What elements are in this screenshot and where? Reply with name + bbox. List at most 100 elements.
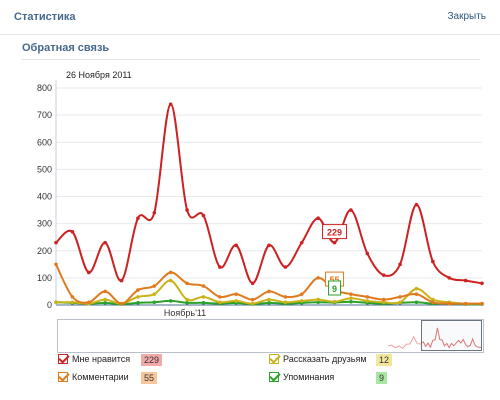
legend: Мне нравится 229 Комментарии 55 Рассказа… bbox=[0, 352, 500, 400]
data-point bbox=[152, 300, 157, 305]
data-point bbox=[283, 265, 288, 269]
data-point bbox=[168, 299, 173, 303]
data-point bbox=[283, 295, 288, 299]
data-point bbox=[152, 292, 157, 296]
data-point bbox=[349, 299, 353, 304]
data-point bbox=[234, 292, 239, 296]
legend-item-comments[interactable]: Комментарии bbox=[58, 372, 129, 382]
page-title: Статистика bbox=[14, 11, 76, 23]
data-point bbox=[283, 300, 288, 305]
data-point bbox=[431, 300, 435, 305]
data-point bbox=[431, 259, 435, 264]
data-point bbox=[316, 300, 320, 305]
data-point bbox=[381, 297, 386, 302]
data-point bbox=[201, 213, 206, 218]
data-point bbox=[70, 295, 75, 299]
navigator-window-handle[interactable] bbox=[421, 320, 482, 351]
data-point bbox=[447, 276, 452, 280]
data-point bbox=[218, 300, 222, 305]
section-title: Обратная связь bbox=[22, 42, 110, 54]
range-navigator[interactable] bbox=[57, 319, 484, 353]
data-point bbox=[136, 216, 140, 220]
data-point bbox=[365, 299, 370, 303]
legend-label-likes: Мне нравится bbox=[72, 354, 131, 364]
data-point bbox=[299, 240, 304, 245]
data-point bbox=[152, 284, 157, 288]
checkbox-comments[interactable] bbox=[58, 372, 68, 382]
data-point bbox=[136, 295, 140, 299]
data-point bbox=[398, 300, 402, 305]
legend-value-likes: 229 bbox=[141, 354, 163, 366]
navigator-line bbox=[420, 327, 483, 349]
data-point bbox=[250, 301, 255, 306]
y-tick-label: 300 bbox=[37, 219, 52, 229]
data-point bbox=[267, 243, 271, 248]
close-link[interactable]: Закрыть bbox=[447, 11, 486, 22]
data-point bbox=[267, 289, 271, 294]
y-tick-label: 0 bbox=[47, 300, 52, 310]
data-point bbox=[103, 289, 107, 294]
navigator-line-faded bbox=[387, 335, 422, 350]
callout-label: 229 bbox=[327, 228, 342, 238]
data-point bbox=[201, 284, 206, 288]
data-point bbox=[267, 297, 271, 302]
feedback-chart[interactable]: 0 100 200 300 400 500 600 700 800 229 559 Ноябрь'11 bbox=[0, 78, 500, 320]
callout-box bbox=[322, 224, 348, 240]
data-point bbox=[119, 278, 124, 283]
data-point bbox=[414, 300, 419, 305]
data-point bbox=[54, 300, 58, 305]
data-point bbox=[414, 292, 419, 296]
header-bar: Статистика Закрыть bbox=[0, 0, 500, 35]
data-point bbox=[381, 273, 386, 277]
checkbox-share[interactable] bbox=[269, 354, 279, 364]
legend-item-share[interactable]: Рассказать друзьям bbox=[269, 354, 367, 364]
data-point bbox=[349, 296, 353, 301]
data-point bbox=[119, 301, 124, 306]
data-point bbox=[463, 301, 468, 306]
data-point bbox=[250, 297, 255, 302]
data-point bbox=[136, 301, 140, 305]
data-point bbox=[218, 265, 222, 269]
data-point bbox=[447, 301, 452, 306]
data-point bbox=[267, 301, 271, 305]
data-point bbox=[398, 262, 402, 267]
data-point bbox=[398, 295, 402, 299]
data-point bbox=[299, 299, 304, 303]
data-point bbox=[168, 102, 173, 107]
section-divider bbox=[22, 59, 480, 60]
data-point bbox=[168, 270, 173, 275]
checkbox-mentions[interactable] bbox=[269, 372, 279, 382]
data-point bbox=[86, 300, 91, 305]
data-point bbox=[185, 301, 189, 305]
y-tick-label: 500 bbox=[37, 164, 52, 174]
callout-box bbox=[328, 280, 342, 296]
legend-label-mentions: Упоминания bbox=[283, 372, 335, 382]
y-tick-label: 100 bbox=[37, 273, 52, 283]
data-point bbox=[201, 301, 206, 305]
x-tick-label: Ноябрь'11 bbox=[164, 308, 206, 318]
checkbox-likes[interactable] bbox=[58, 354, 68, 364]
data-point bbox=[316, 276, 320, 280]
data-point bbox=[480, 281, 484, 286]
series-line-0 bbox=[55, 103, 483, 285]
data-point bbox=[70, 300, 75, 305]
data-point bbox=[250, 281, 255, 286]
y-tick-label: 400 bbox=[37, 192, 52, 202]
data-point bbox=[332, 240, 337, 245]
data-point bbox=[168, 278, 173, 283]
navigator-preview bbox=[387, 327, 483, 350]
data-point bbox=[185, 297, 189, 302]
data-point bbox=[349, 208, 353, 212]
y-tick-label: 800 bbox=[37, 83, 52, 93]
legend-item-likes[interactable]: Мне нравится bbox=[58, 354, 130, 364]
y-tick-label: 600 bbox=[37, 137, 52, 147]
data-point bbox=[86, 270, 91, 275]
date-label: 26 Ноября 2011 bbox=[66, 70, 132, 80]
data-point bbox=[103, 297, 107, 302]
data-point bbox=[349, 292, 353, 296]
data-point bbox=[218, 295, 222, 299]
legend-value-comments: 55 bbox=[141, 372, 158, 384]
data-point bbox=[201, 295, 206, 299]
legend-item-mentions[interactable]: Упоминания bbox=[269, 372, 334, 382]
callout-label: 55 bbox=[330, 275, 340, 285]
